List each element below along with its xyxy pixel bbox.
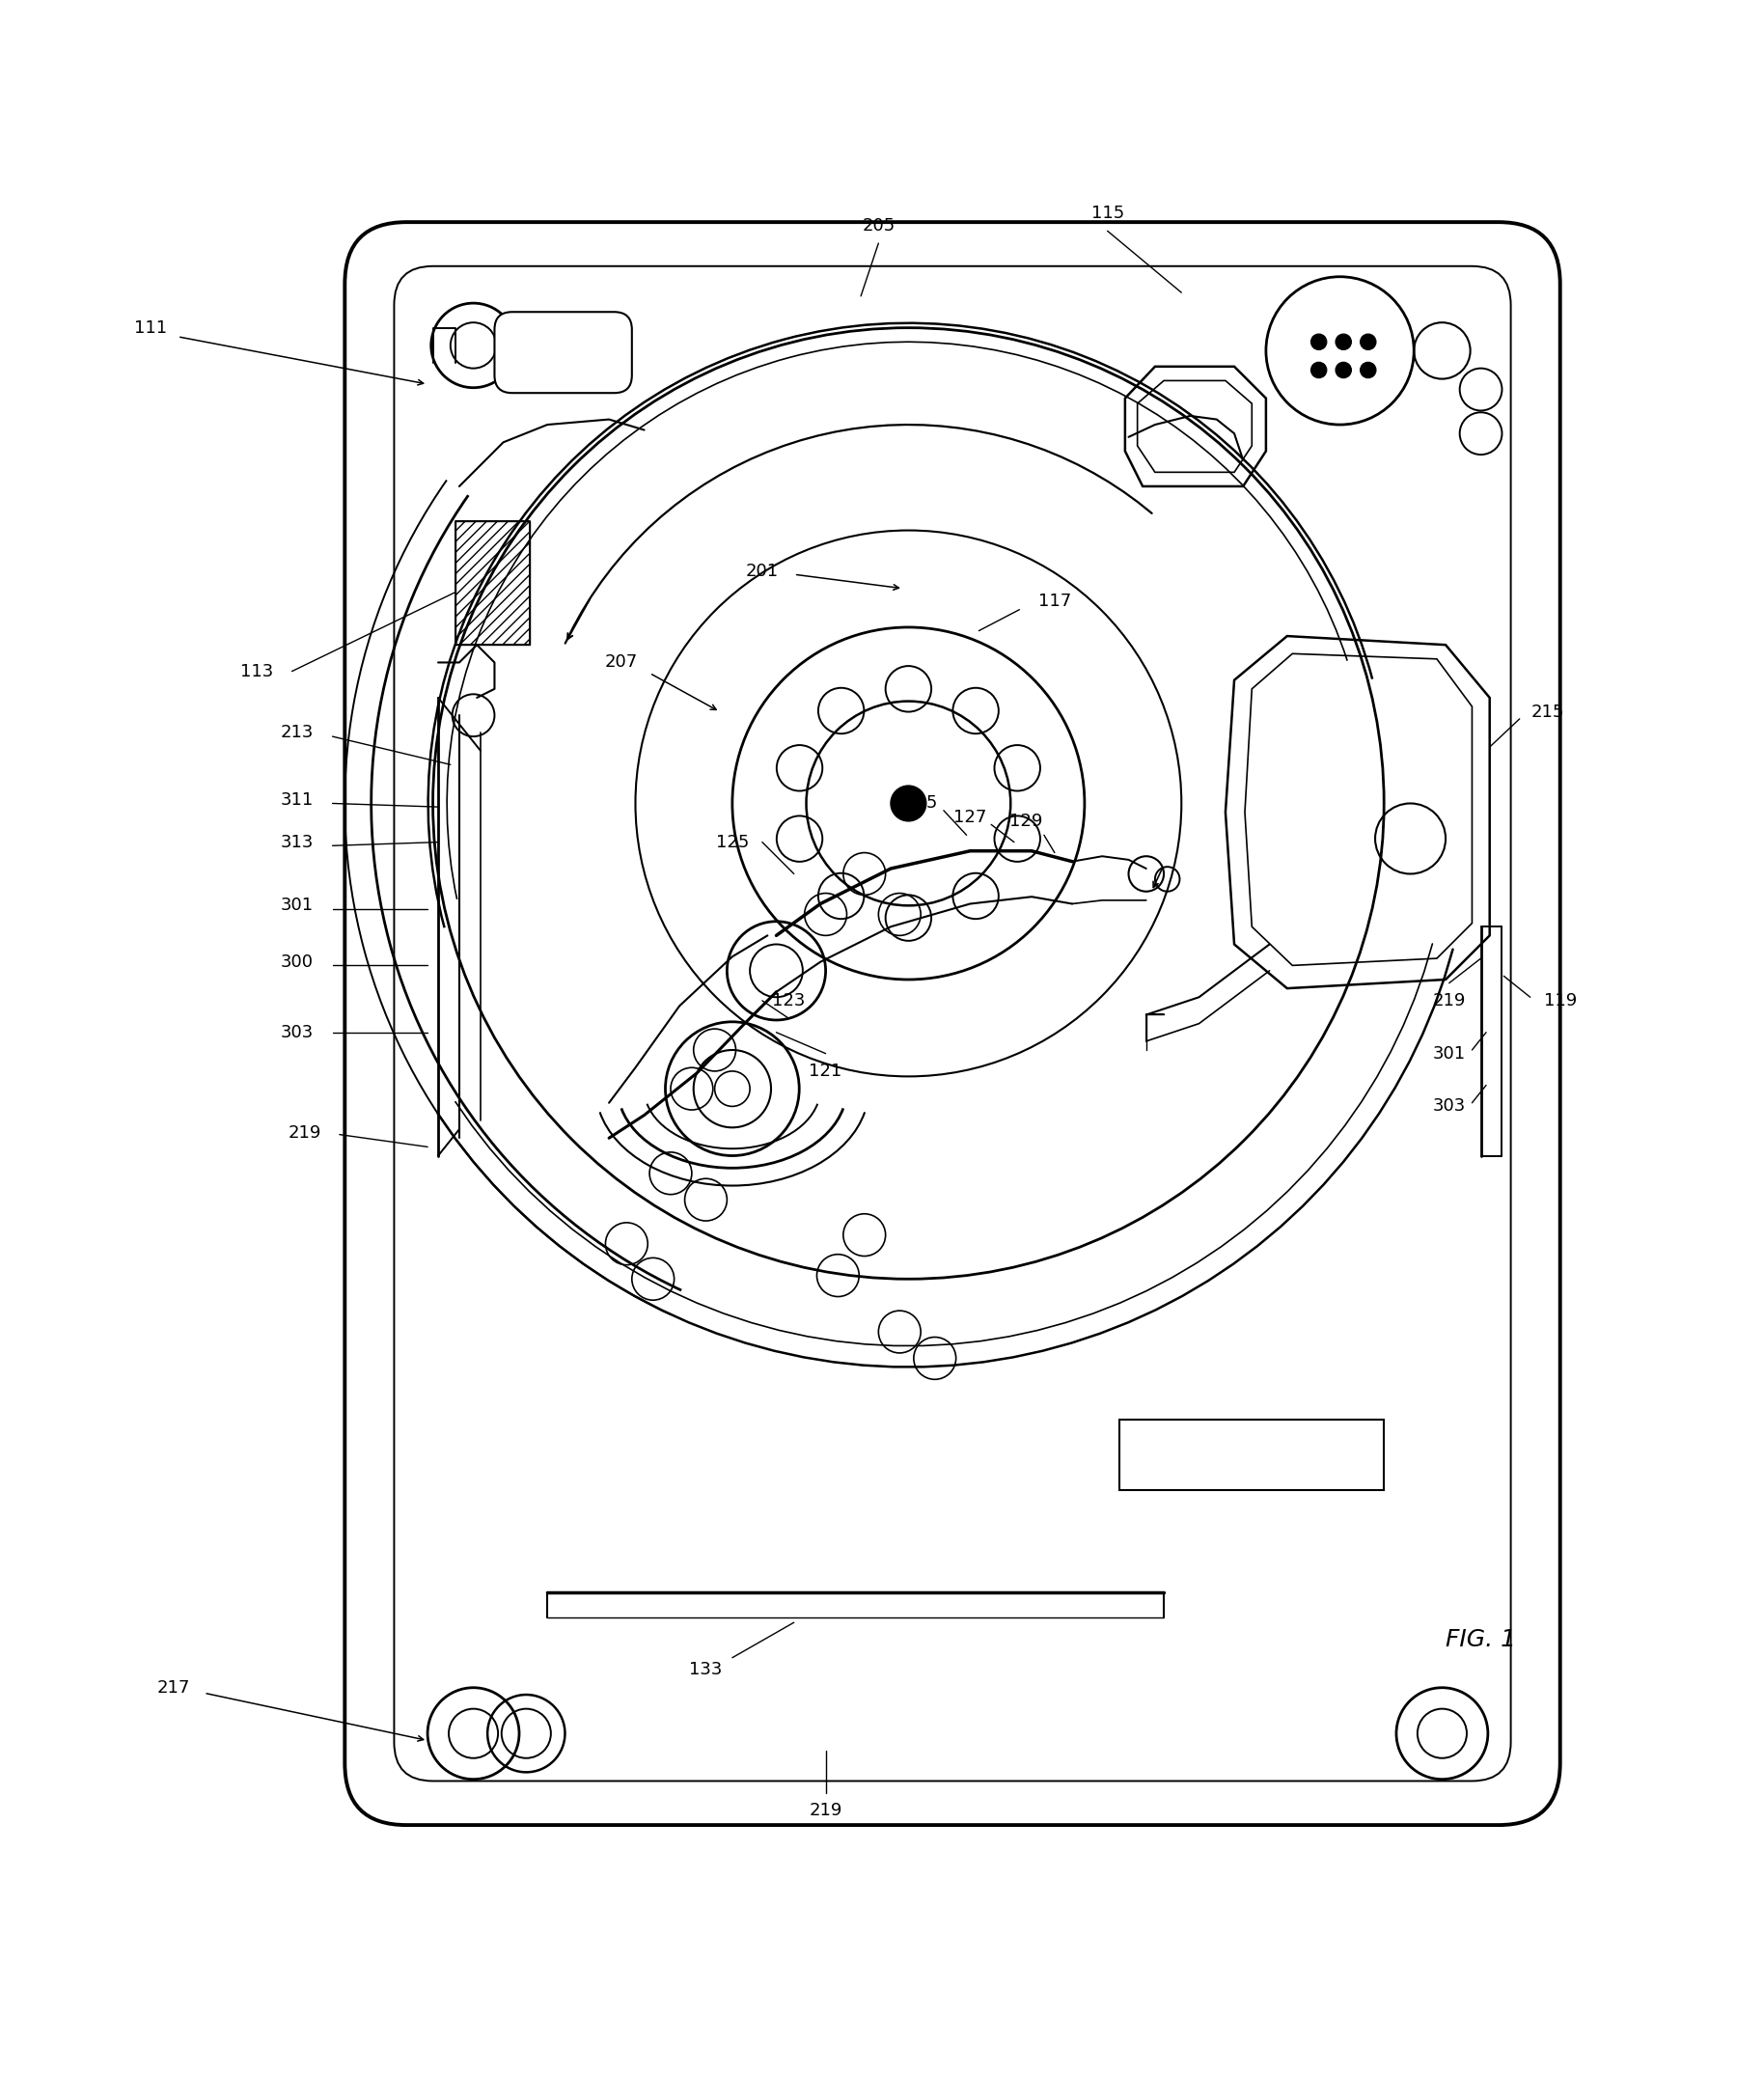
Text: 215: 215: [1531, 704, 1565, 720]
Text: 127: 127: [954, 808, 986, 825]
Text: 219: 219: [1432, 991, 1466, 1010]
Bar: [1120, 1420, 1385, 1491]
Text: 213: 213: [280, 724, 314, 741]
Text: 119: 119: [1544, 991, 1577, 1010]
Text: FIG. 1: FIG. 1: [1446, 1628, 1515, 1653]
Text: 135: 135: [905, 794, 937, 813]
Text: 207: 207: [605, 653, 639, 672]
FancyBboxPatch shape: [494, 313, 632, 393]
Circle shape: [1335, 334, 1351, 351]
Text: 303: 303: [1432, 1098, 1466, 1115]
Circle shape: [1311, 334, 1327, 351]
Text: 301: 301: [280, 897, 314, 914]
Text: 115: 115: [1090, 204, 1124, 223]
Text: 313: 313: [280, 834, 314, 851]
Text: 117: 117: [1037, 592, 1071, 609]
FancyBboxPatch shape: [344, 223, 1559, 1825]
Text: 303: 303: [280, 1023, 314, 1042]
Text: 217: 217: [157, 1680, 191, 1697]
Text: 123: 123: [773, 991, 804, 1010]
Circle shape: [1311, 361, 1327, 378]
Circle shape: [1267, 277, 1415, 424]
Text: 205: 205: [863, 216, 894, 235]
Text: 311: 311: [280, 792, 314, 808]
Circle shape: [1360, 334, 1376, 351]
Text: 113: 113: [240, 664, 273, 680]
Text: 300: 300: [280, 953, 314, 970]
Text: 219: 219: [288, 1124, 321, 1142]
Text: 133: 133: [690, 1661, 723, 1678]
Text: 121: 121: [810, 1063, 841, 1079]
Text: 111: 111: [134, 319, 168, 336]
Text: 219: 219: [810, 1802, 841, 1819]
Circle shape: [1335, 361, 1351, 378]
Text: 201: 201: [746, 563, 778, 580]
Circle shape: [891, 785, 926, 821]
Text: 301: 301: [1432, 1046, 1466, 1063]
Text: 129: 129: [1009, 813, 1043, 830]
Text: 125: 125: [716, 834, 750, 851]
Circle shape: [1360, 361, 1376, 378]
